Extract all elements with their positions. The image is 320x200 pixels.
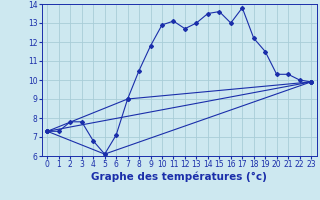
X-axis label: Graphe des températures (°c): Graphe des températures (°c) (91, 172, 267, 182)
